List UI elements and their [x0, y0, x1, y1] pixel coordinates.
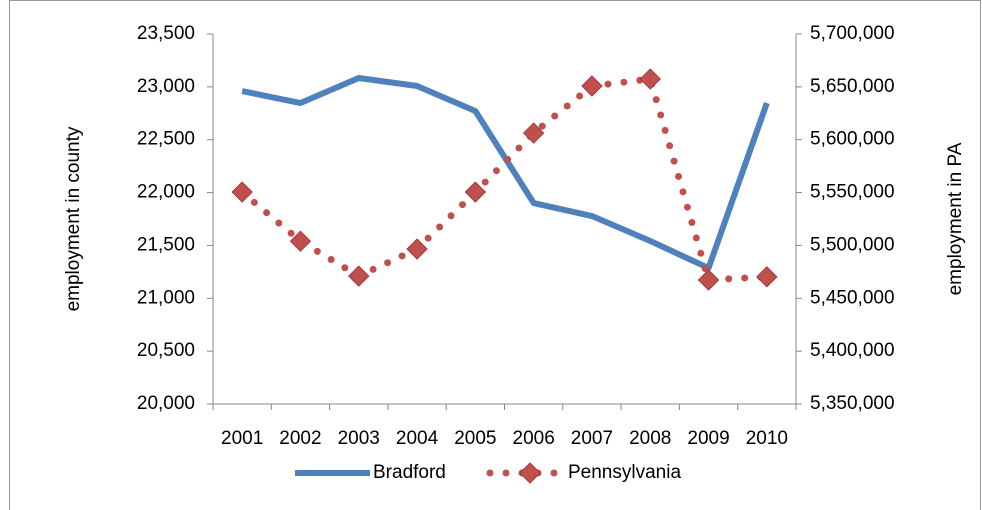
x-tick-label: 2002	[279, 428, 321, 449]
series-marker	[522, 122, 545, 144]
x-tick-label: 2004	[396, 428, 439, 449]
series-marker	[697, 269, 720, 291]
series-line	[241, 74, 770, 272]
chart-frame	[9, 0, 981, 510]
series-line	[238, 75, 771, 284]
y2-tick-label: 5,550,000	[810, 182, 895, 203]
series-marker	[406, 238, 428, 260]
y-axis-title: employment in county	[63, 126, 84, 311]
x-tick-label: 2001	[221, 428, 263, 449]
y-tick-label: 21,000	[137, 287, 195, 308]
legend-label: Pennsylvania	[568, 462, 681, 483]
y-tick-label: 23,000	[137, 76, 195, 97]
x-tick-label: 2008	[629, 428, 671, 449]
x-tick-label: 2010	[746, 428, 788, 449]
y2-tick-label: 5,450,000	[810, 287, 895, 308]
series-marker	[581, 75, 603, 97]
y2-tick-label: 5,400,000	[810, 340, 895, 361]
y2-tick-label: 5,650,000	[810, 76, 895, 97]
y2-tick-label: 5,700,000	[810, 23, 895, 44]
x-tick-label: 2003	[338, 428, 380, 449]
y2-tick-label: 5,500,000	[810, 234, 895, 255]
x-tick-label: 2007	[571, 428, 613, 449]
series-marker	[289, 230, 312, 252]
y2-tick-label: 5,350,000	[810, 393, 895, 414]
y-tick-label: 22,000	[137, 182, 195, 203]
series-marker	[231, 181, 253, 203]
y-tick-label: 21,500	[137, 234, 195, 255]
y-tick-label: 23,500	[137, 23, 195, 44]
series-marker	[756, 266, 778, 288]
x-tick-label: 2006	[513, 428, 555, 449]
y-tick-label: 22,500	[137, 129, 195, 150]
x-tick-label: 2005	[454, 428, 496, 449]
y2-tick-label: 5,600,000	[810, 129, 895, 150]
y2-axis-title: employment in PA	[945, 142, 966, 295]
x-tick-label: 2009	[687, 428, 729, 449]
legend-swatch-marker	[519, 462, 541, 484]
series-marker	[464, 181, 487, 203]
legend-label: Bradford	[373, 462, 446, 483]
y-tick-label: 20,500	[137, 340, 195, 361]
series-marker	[639, 68, 661, 90]
y-tick-label: 20,000	[137, 393, 195, 414]
series-marker	[348, 265, 370, 287]
